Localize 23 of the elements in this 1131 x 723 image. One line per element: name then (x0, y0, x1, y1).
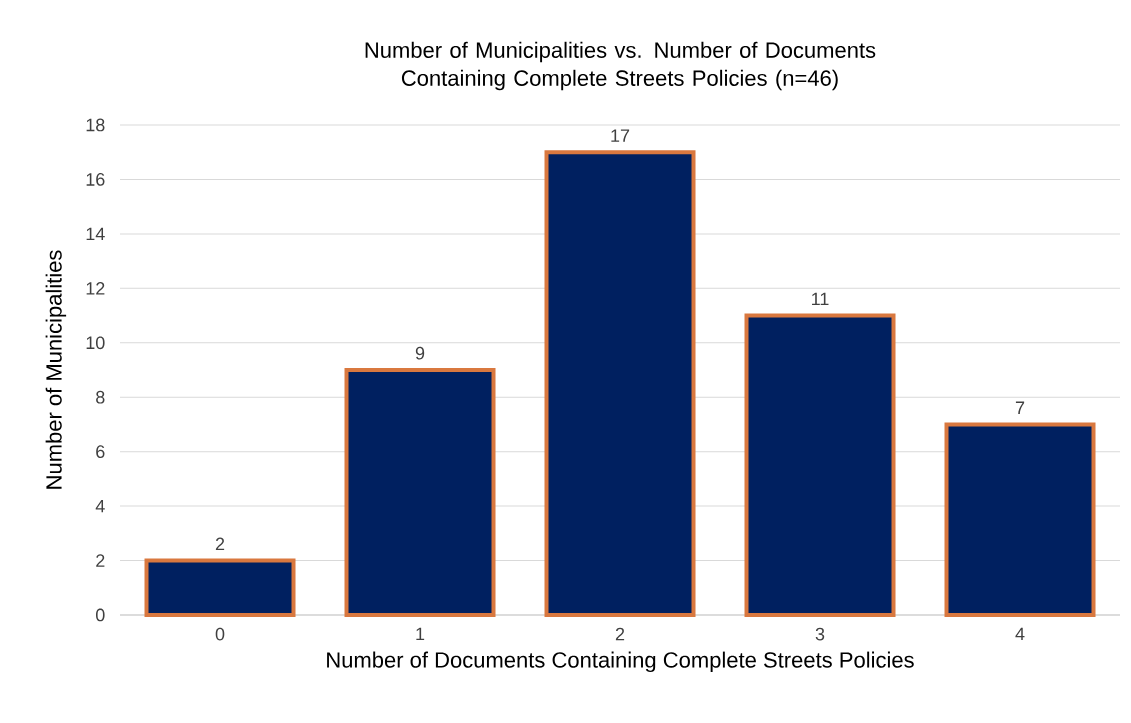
y-tick-label: 18 (86, 118, 105, 132)
data-label: 9 (415, 346, 425, 360)
y-tick-label: 0 (96, 608, 105, 622)
y-tick-label: 14 (86, 227, 105, 241)
x-tick-label: 0 (215, 627, 225, 641)
y-tick-label: 6 (96, 445, 105, 459)
x-tick-label: 2 (615, 627, 625, 641)
y-tick-label: 4 (95, 499, 105, 513)
data-label: 11 (812, 292, 829, 306)
y-tick-label: 12 (86, 282, 105, 295)
y-axis-title: Number of Municipalities (45, 250, 67, 489)
y-tick-label: 10 (86, 336, 105, 350)
x-tick-label: 1 (416, 627, 425, 641)
data-label: 7 (1015, 401, 1025, 414)
chart-title: Number of Municipalities vs. Number of Documents Containing Complete Streets Policies (n=46) (365, 41, 876, 91)
x-tick-label: 3 (815, 627, 825, 641)
x-axis-title: Number of Documents Containing Complete Streets Policies (327, 651, 914, 673)
y-tick-label: 8 (96, 390, 105, 404)
y-tick-label: 2 (96, 554, 105, 567)
data-label: 2 (215, 537, 225, 551)
x-tick-label: 4 (1015, 627, 1025, 641)
y-tick-label: 16 (86, 173, 105, 186)
data-label: 17 (611, 129, 630, 142)
